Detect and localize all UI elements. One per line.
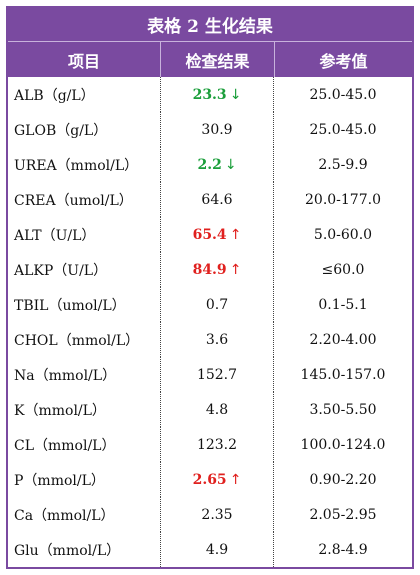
item-name: Ca（mmol/L） (14, 507, 115, 524)
table-header-row: 项目 检查结果 参考值 (8, 41, 412, 77)
table-body: ALB（g/L） 23.3 ↓ 25.0-45.0 GLOB（g/L） 30.9 25.0-… (8, 77, 412, 567)
table-row: Ca（mmol/L） 2.35 2.05-2.95 (8, 497, 412, 532)
result-value: 64.6 (201, 191, 233, 208)
table-row: UREA（mmol/L） 2.2 ↓ 2.5-9.9 (8, 147, 412, 182)
result-value: 23.3 (192, 86, 227, 103)
reference-value: ≤60.0 (321, 261, 365, 278)
header-result: 检查结果 (160, 42, 274, 77)
table-row: K（mmol/L） 4.8 3.50-5.50 (8, 392, 412, 427)
result-value: 2.35 (201, 506, 233, 523)
arrow-up-icon: ↑ (229, 471, 242, 488)
table-row: Na（mmol/L） 152.7 145.0-157.0 (8, 357, 412, 392)
table-row: P（mmol/L） 2.65 ↑ 0.90-2.20 (8, 462, 412, 497)
item-name: UREA（mmol/L） (14, 157, 139, 174)
item-name: P（mmol/L） (14, 472, 105, 489)
result-value: 4.8 (205, 401, 229, 418)
result-value: 0.7 (205, 296, 229, 313)
reference-value: 145.0-157.0 (300, 366, 386, 383)
result-cell: 2.35 (160, 497, 274, 532)
table-row: CHOL（mmol/L） 3.6 2.20-4.00 (8, 322, 412, 357)
result-value: 3.6 (205, 331, 229, 348)
result-cell: 4.9 (160, 532, 274, 567)
table-row: ALB（g/L） 23.3 ↓ 25.0-45.0 (8, 77, 412, 112)
table-row: CREA（umol/L） 64.6 20.0-177.0 (8, 182, 412, 217)
header-reference: 参考值 (274, 42, 412, 77)
reference-value: 25.0-45.0 (309, 86, 377, 103)
result-cell: 2.2 ↓ (160, 147, 274, 182)
item-name: ALT（U/L） (14, 227, 96, 244)
result-value: 30.9 (201, 121, 233, 138)
result-value: 2.2 (197, 156, 222, 173)
item-name: GLOB（g/L） (14, 122, 108, 139)
reference-value: 2.05-2.95 (309, 506, 377, 523)
item-name: CREA（umol/L） (14, 192, 133, 209)
item-name: ALKP（U/L） (14, 262, 108, 279)
arrow-down-icon: ↓ (229, 86, 242, 103)
reference-value: 2.20-4.00 (309, 331, 377, 348)
item-name: ALB（g/L） (14, 87, 95, 104)
reference-value: 0.1-5.1 (318, 296, 368, 313)
table-row: CL（mmol/L） 123.2 100.0-124.0 (8, 427, 412, 462)
item-name: CL（mmol/L） (14, 437, 116, 454)
result-cell: 123.2 (160, 427, 274, 462)
reference-value: 2.8-4.9 (318, 541, 368, 558)
result-cell: 64.6 (160, 182, 274, 217)
result-value: 84.9 (192, 261, 227, 278)
result-value: 123.2 (196, 436, 238, 453)
reference-value: 20.0-177.0 (305, 191, 381, 208)
reference-value: 5.0-60.0 (313, 226, 373, 243)
item-name: CHOL（mmol/L） (14, 332, 140, 349)
arrow-up-icon: ↑ (229, 226, 242, 243)
reference-value: 100.0-124.0 (300, 436, 386, 453)
table-row: Glu（mmol/L） 4.9 2.8-4.9 (8, 532, 412, 567)
biochemistry-table: 表格 2 生化结果 项目 检查结果 参考值 ALB（g/L） 23.3 ↓ 25.0-… (6, 6, 414, 569)
result-cell: 65.4 ↑ (160, 217, 274, 252)
table-row: ALKP（U/L） 84.9 ↑ ≤60.0 (8, 252, 412, 287)
reference-value: 0.90-2.20 (309, 471, 377, 488)
result-cell: 152.7 (160, 357, 274, 392)
item-name: Na（mmol/L） (14, 367, 117, 384)
reference-value: 2.5-9.9 (318, 156, 368, 173)
result-cell: 3.6 (160, 322, 274, 357)
result-cell: 84.9 ↑ (160, 252, 274, 287)
result-value: 2.65 (192, 471, 227, 488)
header-item: 项目 (67, 51, 100, 71)
item-name: TBIL（umol/L） (14, 297, 126, 314)
item-name: K（mmol/L） (14, 402, 106, 419)
item-name: Glu（mmol/L） (14, 542, 121, 559)
table-row: GLOB（g/L） 30.9 25.0-45.0 (8, 112, 412, 147)
table-row: ALT（U/L） 65.4 ↑ 5.0-60.0 (8, 217, 412, 252)
result-value: 65.4 (192, 226, 227, 243)
arrow-up-icon: ↑ (229, 261, 242, 278)
reference-value: 25.0-45.0 (309, 121, 377, 138)
result-cell: 0.7 (160, 287, 274, 322)
result-cell: 23.3 ↓ (160, 77, 274, 112)
result-cell: 2.65 ↑ (160, 462, 274, 497)
arrow-down-icon: ↓ (224, 156, 237, 173)
result-value: 152.7 (196, 366, 238, 383)
reference-value: 3.50-5.50 (309, 401, 377, 418)
table-row: TBIL（umol/L） 0.7 0.1-5.1 (8, 287, 412, 322)
result-cell: 30.9 (160, 112, 274, 147)
result-cell: 4.8 (160, 392, 274, 427)
result-value: 4.9 (205, 541, 229, 558)
table-title: 表格 2 生化结果 (8, 8, 412, 41)
